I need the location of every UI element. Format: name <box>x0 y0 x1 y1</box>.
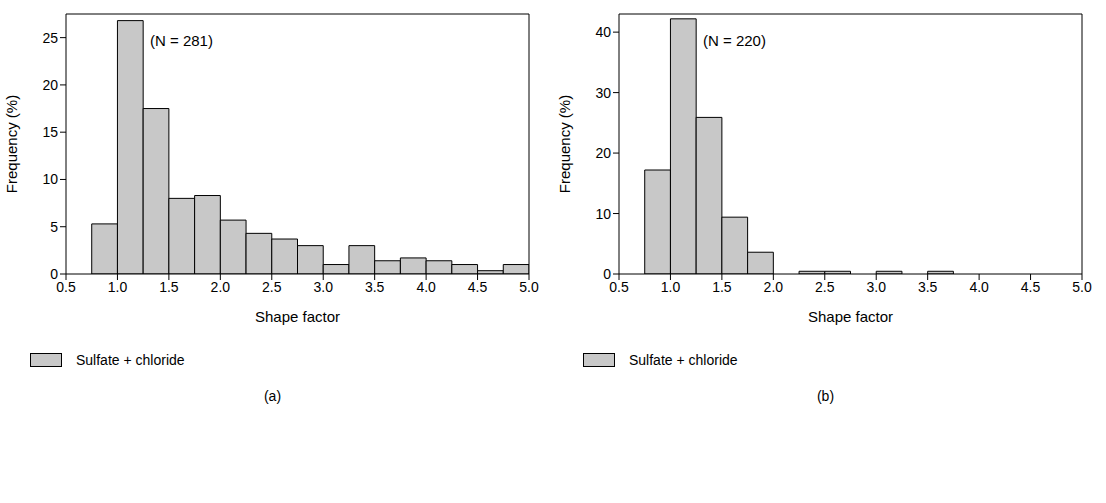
svg-text:1.5: 1.5 <box>159 279 179 295</box>
svg-text:25: 25 <box>42 30 58 46</box>
html-text:Sulfate + chloride: Sulfate + chloride <box>629 352 738 368</box>
svg-text:0: 0 <box>50 266 58 282</box>
svg-text:5.0: 5.0 <box>519 279 539 295</box>
svg-text:Frequency (%): Frequency (%) <box>3 95 20 193</box>
svg-text:4.5: 4.5 <box>1021 279 1041 295</box>
svg-text:3.0: 3.0 <box>313 279 333 295</box>
svg-text:4.0: 4.0 <box>416 279 436 295</box>
svg-text:0.5: 0.5 <box>56 279 76 295</box>
svg-text:2.0: 2.0 <box>211 279 231 295</box>
html-text:(N = 281): (N = 281) <box>150 32 213 49</box>
svg-text:3.5: 3.5 <box>918 279 938 295</box>
svg-text:0.5: 0.5 <box>609 279 629 295</box>
svg-text:1.5: 1.5 <box>712 279 732 295</box>
svg-text:10: 10 <box>595 206 611 222</box>
svg-text:3.0: 3.0 <box>866 279 886 295</box>
svg-text:30: 30 <box>595 85 611 101</box>
svg-text:5: 5 <box>50 219 58 235</box>
svg-text:Shape factor: Shape factor <box>808 308 893 325</box>
svg-text:40: 40 <box>595 24 611 40</box>
html-text:(a): (a) <box>263 388 282 404</box>
svg-text:5.0: 5.0 <box>1072 279 1092 295</box>
svg-text:4.5: 4.5 <box>468 279 488 295</box>
svg-text:3.5: 3.5 <box>365 279 385 295</box>
svg-text:2.5: 2.5 <box>262 279 282 295</box>
svg-text:15: 15 <box>42 124 58 140</box>
svg-text:20: 20 <box>595 145 611 161</box>
html-text:(b): (b) <box>816 388 835 404</box>
html-text:Sulfate + chloride: Sulfate + chloride <box>76 352 185 368</box>
svg-text:1.0: 1.0 <box>108 279 128 295</box>
svg-text:2.0: 2.0 <box>764 279 784 295</box>
svg-text:Shape factor: Shape factor <box>255 308 340 325</box>
svg-text:20: 20 <box>42 77 58 93</box>
svg-text:Frequency (%): Frequency (%) <box>556 95 573 193</box>
svg-text:4.0: 4.0 <box>969 279 989 295</box>
svg-text:2.5: 2.5 <box>815 279 835 295</box>
svg-text:0: 0 <box>603 266 611 282</box>
svg-text:1.0: 1.0 <box>661 279 681 295</box>
html-text:(N = 220): (N = 220) <box>703 32 766 49</box>
svg-text:10: 10 <box>42 171 58 187</box>
